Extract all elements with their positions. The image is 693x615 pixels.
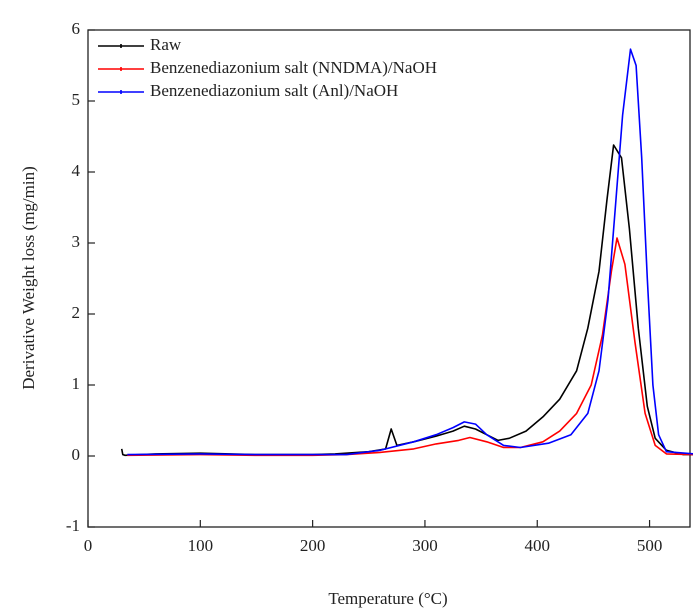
y-tick-label: 6	[72, 19, 81, 38]
x-tick-label: 300	[412, 536, 438, 555]
legend-label: Benzenediazonium salt (NNDMA)/NaOH	[150, 58, 437, 77]
y-tick-label: 0	[72, 445, 81, 464]
series-line	[127, 237, 693, 457]
plot-frame	[87, 29, 691, 528]
y-axis-label: Derivative Weight loss (mg/min)	[19, 166, 38, 390]
x-tick-label: 200	[300, 536, 326, 555]
legend-label: Raw	[150, 35, 182, 54]
y-tick-label: -1	[66, 516, 80, 535]
x-tick-label: 500	[637, 536, 663, 555]
series-line	[127, 48, 693, 456]
x-axis-label: Temperature (°C)	[328, 589, 447, 608]
y-tick-label: 2	[72, 303, 81, 322]
y-tick-label: 3	[72, 232, 81, 251]
x-tick-label: 400	[525, 536, 551, 555]
legend-label: Benzenediazonium salt (Anl)/NaOH	[150, 81, 398, 100]
y-tick-label: 5	[72, 90, 81, 109]
y-tick-label: 4	[72, 161, 81, 180]
x-tick-label: 100	[188, 536, 214, 555]
y-tick-label: 1	[72, 374, 81, 393]
x-tick-label: 0	[84, 536, 93, 555]
